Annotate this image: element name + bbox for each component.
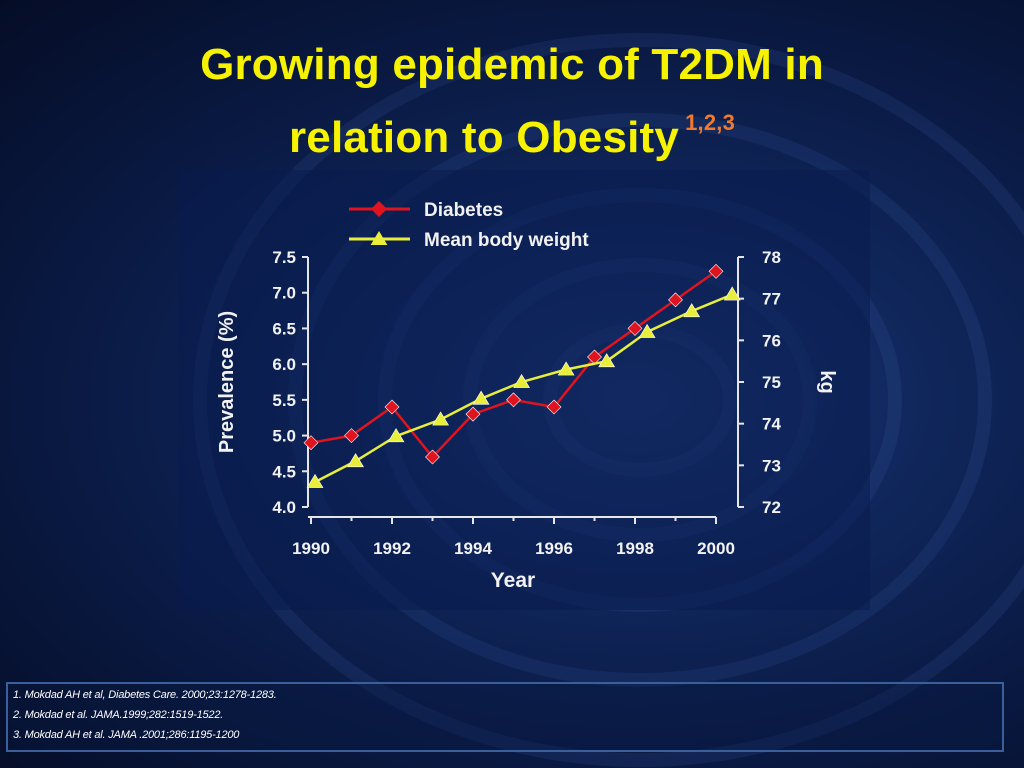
x-tick-label: 1998 — [616, 539, 654, 558]
x-tick-label: 1992 — [373, 539, 411, 558]
chart: 4.0 4.5 5.0 5.5 6.0 6.5 7.0 7.5 72 73 74 75 76 77 78 19… — [178, 170, 870, 610]
reference-2: 2. Mokdad et al. JAMA.1999;282:1519-1522… — [13, 709, 224, 721]
diabetes-point — [303, 435, 319, 451]
right-tick-label: 74 — [762, 415, 781, 434]
legend-label-2: Mean body weight — [424, 230, 589, 251]
weight-point — [306, 473, 324, 488]
left-tick-label: 5.5 — [272, 391, 296, 410]
diabetes-point — [546, 399, 562, 415]
diabetes-point — [425, 449, 440, 465]
title-line-1: Growing epidemic of T2DM in — [200, 40, 824, 89]
slide-title: Growing epidemic of T2DM in relation to … — [0, 36, 1024, 167]
weight-point — [513, 373, 531, 388]
diabetes-point — [708, 263, 724, 279]
references-box: 1. Mokdad AH et al, Diabetes Care. 2000;… — [6, 682, 1004, 752]
left-tick-label: 6.0 — [272, 355, 296, 374]
reference-3: 3. Mokdad AH et al. JAMA .2001;286:1195-… — [13, 729, 240, 741]
weight-point — [598, 353, 616, 368]
legend-marker-weight — [370, 231, 388, 245]
diabetes-point — [506, 392, 521, 408]
weight-point — [387, 428, 405, 443]
reference-1: 1. Mokdad AH et al, Diabetes Care. 2000;… — [13, 689, 277, 701]
weight-point — [723, 286, 741, 301]
diabetes-point — [627, 321, 643, 336]
right-tick-label: 77 — [762, 290, 781, 309]
x-tick-label: 1994 — [454, 539, 492, 558]
weight-point — [472, 390, 490, 405]
x-axis-label: Year — [491, 569, 535, 592]
left-tick-label: 7.0 — [272, 284, 296, 303]
weight-point — [638, 323, 656, 338]
chart-background — [178, 170, 870, 610]
y-axis-label-left: Prevalence (%) — [216, 311, 238, 453]
legend-label-1: Diabetes — [424, 200, 503, 221]
x-tick-label: 2000 — [697, 539, 735, 558]
legend-marker-diabetes — [371, 201, 387, 217]
right-tick-label: 72 — [762, 498, 781, 517]
weight-point — [557, 361, 575, 376]
title-line-2: relation to Obesity 1,2,3 — [0, 94, 1024, 167]
diabetes-point — [668, 292, 683, 308]
right-tick-label: 78 — [762, 248, 781, 267]
x-tick-label: 1996 — [535, 539, 573, 558]
x-tick-label: 1990 — [292, 539, 330, 558]
title-superscript: 1,2,3 — [685, 110, 736, 135]
weight-point — [347, 453, 364, 468]
right-tick-label: 73 — [762, 456, 781, 475]
right-tick-label: 76 — [762, 331, 781, 350]
y-axis-label-right: kg — [816, 370, 838, 393]
left-tick-label: 5.0 — [272, 427, 296, 446]
weight-point — [432, 411, 450, 426]
diabetes-point — [465, 406, 481, 422]
left-tick-label: 4.5 — [272, 462, 296, 481]
left-tick-label: 4.0 — [272, 498, 296, 517]
weight-point — [683, 303, 701, 318]
diabetes-point — [384, 399, 400, 415]
diabetes-point — [344, 428, 359, 443]
chart-svg: 4.0 4.5 5.0 5.5 6.0 6.5 7.0 7.5 72 73 74 75 76 77 78 19… — [178, 170, 870, 610]
right-tick-label: 75 — [762, 373, 781, 392]
left-tick-label: 7.5 — [272, 248, 296, 267]
title-line-2-text: relation to Obesity — [288, 113, 680, 162]
left-tick-label: 6.5 — [272, 319, 296, 338]
